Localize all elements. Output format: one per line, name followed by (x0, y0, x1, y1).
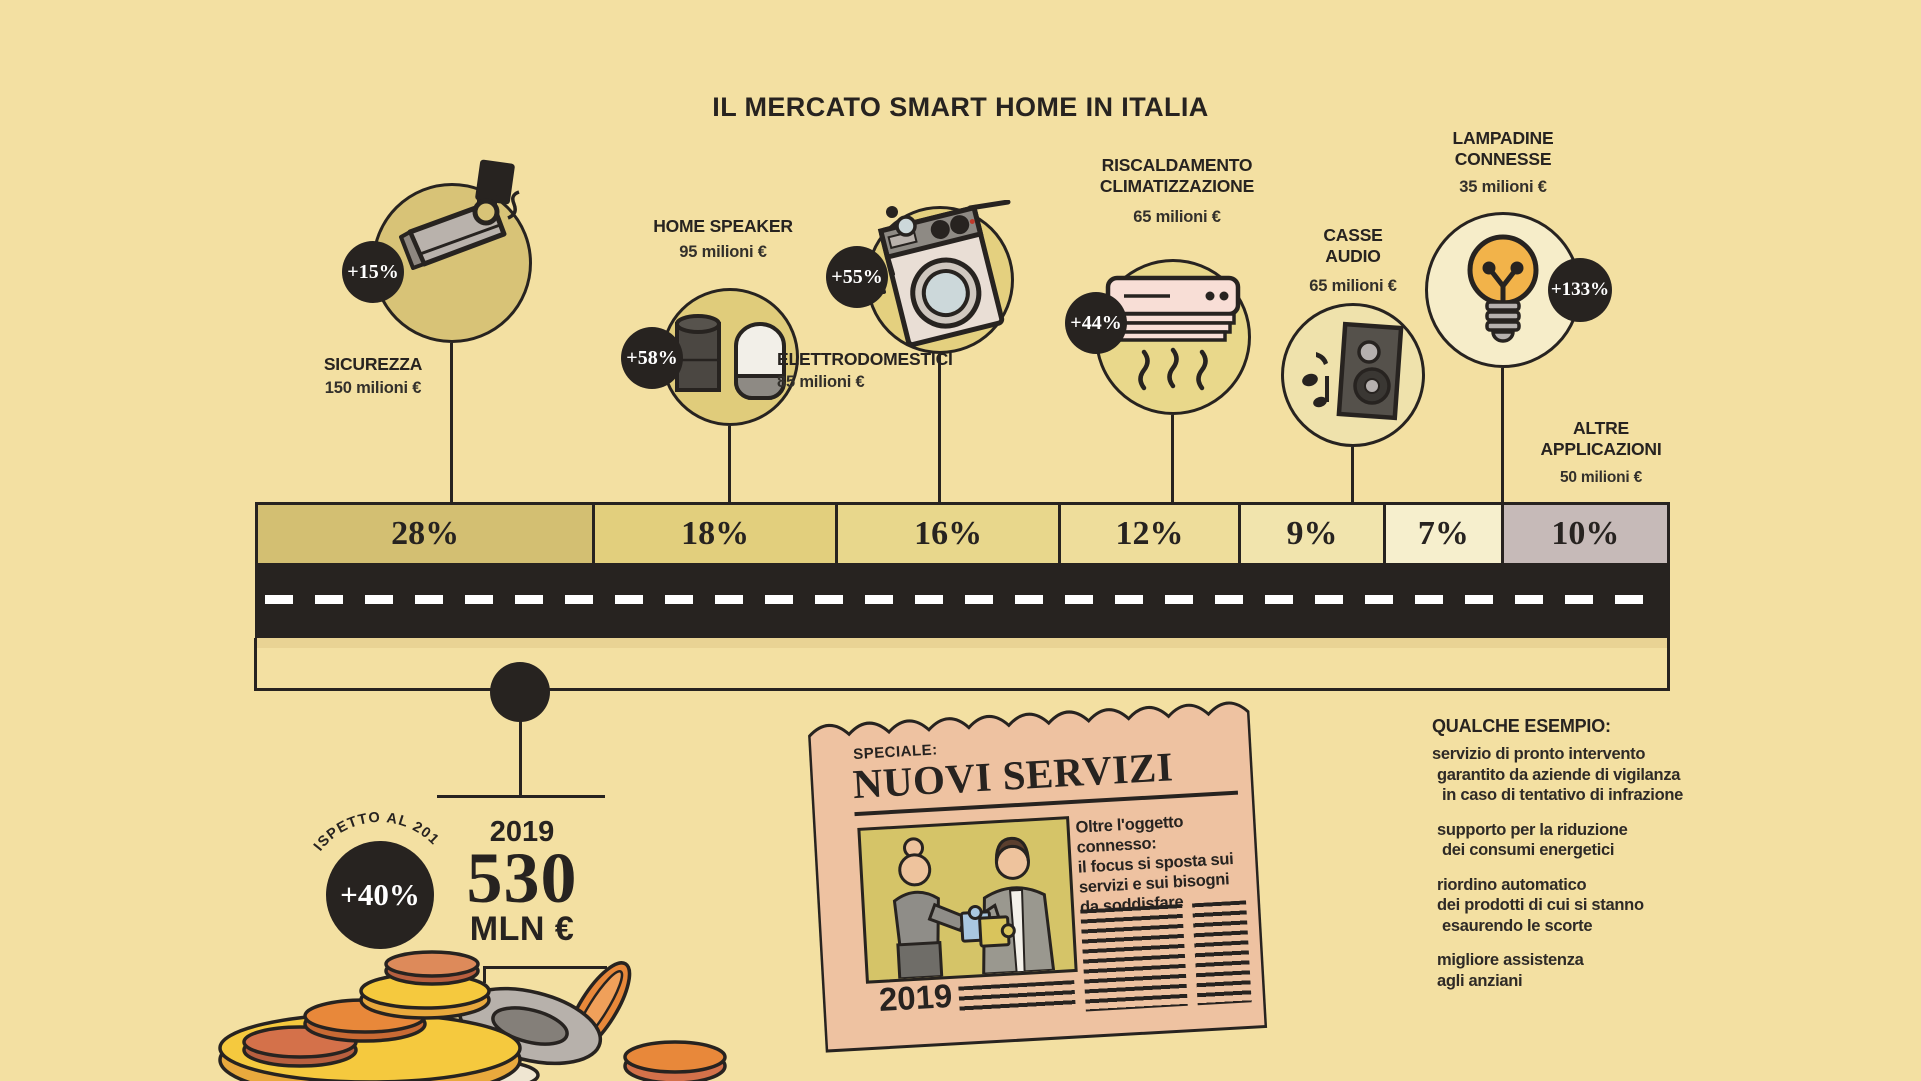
category-label-lampadine: LAMPADINE CONNESSE (1452, 128, 1554, 169)
newspaper-text-stripes-right (1192, 900, 1252, 1006)
example-line: riordino automatico (1437, 875, 1587, 894)
share-segment-lampadine: 7% (1383, 505, 1501, 563)
example-item: riordino automatico dei prodotti di cui … (1432, 875, 1712, 937)
growth-badge-sicurezza: +15% (342, 241, 404, 303)
growth-badge-elettrodomestici: +55% (826, 246, 888, 308)
growth-badge-riscaldamento: +44% (1065, 292, 1127, 354)
share-segment-altre: 10% (1500, 505, 1667, 563)
road-graphic (255, 566, 1670, 638)
category-value-elettrodomestici: 85 milioni € (777, 373, 865, 391)
example-line: esaurendo le scorte (1442, 916, 1593, 935)
page-title: IL MERCATO SMART HOME IN ITALIA (712, 92, 1209, 122)
category-value-lampadine: 35 milioni € (1459, 178, 1547, 196)
growth-badge-home-speaker: +58% (621, 327, 683, 389)
share-segment-home-speaker: 18% (592, 505, 835, 563)
examples-block: QUALCHE ESEMPIO: servizio di pronto inte… (1432, 716, 1712, 1005)
connector-casse-audio (1351, 447, 1354, 504)
bracket-line (254, 688, 1670, 691)
category-label-sicurezza: SICUREZZA (323, 354, 423, 374)
coins-pile (218, 950, 727, 1081)
example-item: migliore assistenza agli anziani (1432, 950, 1712, 991)
connector-elettrodomestici (938, 354, 941, 504)
market-share-bar: 28% 18% 16% 12% 9% 7% 10% (255, 502, 1670, 566)
example-line: supporto per la riduzione (1437, 820, 1628, 839)
category-value-riscaldamento: 65 milioni € (1133, 208, 1221, 226)
example-line: dei consumi energetici (1442, 841, 1615, 859)
total-year: 2019 (489, 816, 555, 848)
example-line: in caso di tentativo di infrazione (1442, 786, 1683, 804)
air-conditioner-icon (1105, 275, 1241, 391)
road-shadow (255, 638, 1670, 648)
category-label-home-speaker: HOME SPEAKER (653, 216, 793, 236)
total-growth-badge: +40% (326, 841, 434, 949)
coins-leader-tick (483, 966, 486, 983)
security-camera-icon (399, 159, 520, 270)
share-segment-sicurezza: 28% (258, 505, 593, 563)
category-label-elettrodomestici: ELETTRODOMESTICI (777, 349, 953, 369)
road-center-line (265, 595, 1660, 604)
connector-home-speaker (728, 426, 731, 504)
example-item: supporto per la riduzione dei consumi en… (1432, 820, 1712, 861)
example-line: servizio di pronto intervento (1432, 745, 1646, 763)
category-label-casse-audio: CASSE AUDIO (1323, 225, 1383, 266)
total-tbar (437, 795, 605, 798)
category-value-home-speaker: 95 milioni € (679, 243, 767, 261)
bracket-right (1667, 638, 1670, 690)
total-drop-line (519, 714, 522, 797)
category-value-casse-audio: 65 milioni € (1309, 277, 1397, 295)
newspaper: SPECIALE: NUOVI SERVIZI (807, 688, 1268, 1054)
newspaper-text-stripes-left (1080, 903, 1188, 1012)
bracket-left (254, 638, 257, 690)
connector-sicurezza (450, 343, 453, 504)
total-growth-note: RISPETTO AL 2018 (260, 758, 441, 854)
total-unit: MLN € (469, 910, 575, 948)
newspaper-photo (857, 816, 1078, 984)
svg-text:RISPETTO AL 2018: RISPETTO AL 2018 (260, 758, 442, 854)
newspaper-year: 2019 (877, 976, 954, 1018)
example-line: agli anziani (1437, 971, 1523, 990)
total-amount: 530 (466, 838, 578, 918)
newspaper-photo-people (892, 836, 1056, 981)
coins-leader-line (483, 966, 607, 969)
example-line: migliore assistenza (1437, 951, 1584, 969)
share-segment-elettrodomestici: 16% (834, 505, 1059, 563)
growth-badge-lampadine: +133% (1548, 258, 1612, 322)
category-value-altre: 50 milioni € (1559, 469, 1643, 486)
audio-speaker-icon (1302, 321, 1404, 421)
examples-title: QUALCHE ESEMPIO: (1432, 716, 1611, 736)
share-segment-riscaldamento: 12% (1058, 505, 1238, 563)
total-growth-note-arc: RISPETTO AL 2018 (260, 758, 441, 854)
connector-riscaldamento (1171, 415, 1174, 504)
smart-speakers-icon (675, 314, 786, 400)
example-item: servizio di pronto intervento garantito … (1432, 744, 1712, 806)
total-node-dot (490, 662, 550, 722)
category-label-riscaldamento: RISCALDAMENTO CLIMATIZZAZIONE (1099, 155, 1255, 196)
example-line: dei prodotti di cui si stanno (1437, 896, 1644, 914)
connector-lampadine (1501, 368, 1504, 504)
share-segment-casse-audio: 9% (1237, 505, 1384, 563)
category-label-altre: ALTRE APPLICAZIONI (1540, 418, 1662, 459)
lightbulb-icon (1467, 234, 1539, 343)
category-value-sicurezza: 150 milioni € (324, 379, 422, 397)
example-line: garantito da aziende di vigilanza (1437, 765, 1681, 784)
